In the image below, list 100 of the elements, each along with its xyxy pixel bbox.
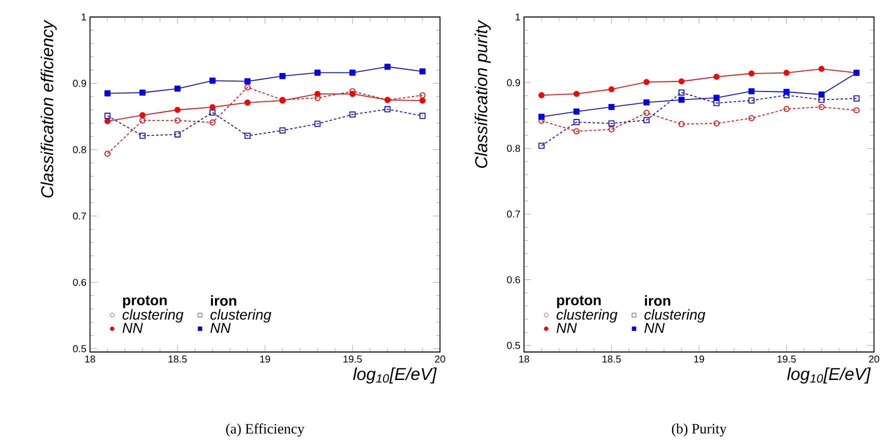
- point: [349, 70, 356, 76]
- point: [384, 106, 391, 112]
- point: [573, 90, 580, 97]
- x-tick-label: 18: [85, 356, 96, 363]
- legend-label: clustering: [644, 309, 706, 323]
- point: [104, 150, 111, 157]
- point: [209, 119, 216, 126]
- legend-label: NN: [644, 323, 665, 333]
- point: [538, 92, 545, 98]
- y-axis-title: Classification efficiency: [40, 20, 57, 198]
- point: [818, 66, 825, 72]
- point: [853, 95, 860, 102]
- y-tick-label: 0.7: [73, 212, 86, 220]
- point: [209, 109, 216, 116]
- point: [608, 104, 615, 110]
- point: [209, 78, 216, 84]
- point: [713, 100, 720, 106]
- point: [279, 127, 286, 134]
- point: [419, 92, 426, 98]
- point: [643, 78, 650, 86]
- annotation: iron: [210, 295, 236, 306]
- point: [713, 120, 720, 126]
- point: [573, 108, 580, 115]
- point: [174, 117, 181, 124]
- point: [713, 74, 720, 80]
- point: [608, 126, 615, 132]
- annotation: proton: [123, 296, 167, 308]
- x-tick-label: 19.5: [778, 356, 796, 363]
- point: [174, 131, 181, 138]
- point: [104, 112, 111, 119]
- point: [139, 132, 146, 139]
- point: [643, 110, 650, 116]
- y-axis-title: Classification purity: [474, 20, 491, 168]
- y-tick-label: 0.6: [507, 276, 520, 284]
- point: [573, 128, 580, 134]
- legend-label: NN: [210, 323, 231, 333]
- point: [314, 90, 321, 97]
- point: [783, 106, 790, 112]
- annotation: proton: [557, 296, 601, 308]
- point: [314, 70, 321, 76]
- annotation: iron: [644, 295, 670, 306]
- point: [608, 86, 615, 92]
- point: [818, 104, 825, 110]
- y-tick-label: 0.9: [73, 80, 86, 87]
- x-axis-title: log$_{10}$[E/eV]: [787, 367, 871, 384]
- point: [139, 112, 146, 118]
- legend-label: NN: [556, 323, 577, 333]
- point: [349, 90, 356, 97]
- point: [349, 111, 356, 118]
- legend-label: NN: [122, 323, 143, 333]
- point: [783, 92, 790, 98]
- point: [538, 114, 545, 120]
- point: [748, 88, 755, 94]
- y-tick-label: 0.5: [73, 345, 86, 352]
- x-tick-label: 19.5: [344, 356, 362, 363]
- point: [818, 91, 825, 98]
- point: [678, 90, 685, 96]
- x-tick-label: 18.5: [602, 356, 621, 363]
- x-tick-label: 20: [868, 356, 880, 363]
- point: [643, 99, 650, 106]
- point: [748, 97, 755, 104]
- y-tick-label: 0.7: [507, 210, 520, 218]
- x-tick-label: 18.5: [168, 356, 187, 363]
- point: [174, 86, 181, 92]
- point: [279, 73, 286, 80]
- legend-label: clustering: [556, 309, 618, 323]
- point: [748, 70, 755, 77]
- point: [678, 78, 685, 84]
- legend-label: clustering: [210, 309, 272, 323]
- point: [174, 106, 181, 113]
- x-tick-label: 20: [434, 356, 446, 363]
- point: [419, 68, 426, 74]
- point: [573, 119, 580, 126]
- y-tick-label: 1: [82, 14, 86, 20]
- point: [678, 121, 685, 128]
- point: [314, 120, 321, 127]
- point: [608, 120, 615, 126]
- point: [244, 84, 251, 90]
- point: [419, 112, 426, 119]
- point: [678, 96, 685, 103]
- x-tick-label: 19: [694, 356, 704, 363]
- point: [244, 100, 251, 106]
- y-tick-label: 0.8: [507, 144, 520, 152]
- y-tick-label: 0.6: [73, 278, 86, 286]
- point: [818, 96, 825, 103]
- point: [853, 107, 860, 114]
- text: (a) Efficiency: [226, 423, 304, 437]
- legend-label: clustering: [122, 309, 184, 323]
- point: [139, 90, 146, 96]
- point: [783, 70, 790, 76]
- y-tick-label: 0.5: [507, 342, 520, 349]
- point: [244, 78, 251, 84]
- point: [139, 117, 146, 124]
- x-tick-label: 19: [260, 356, 270, 363]
- point: [384, 64, 391, 70]
- point: [209, 104, 216, 110]
- x-axis-title: log$_{10}$[E/eV]: [353, 367, 437, 384]
- y-tick-label: 1: [516, 14, 520, 20]
- point: [538, 142, 545, 149]
- point: [314, 94, 321, 101]
